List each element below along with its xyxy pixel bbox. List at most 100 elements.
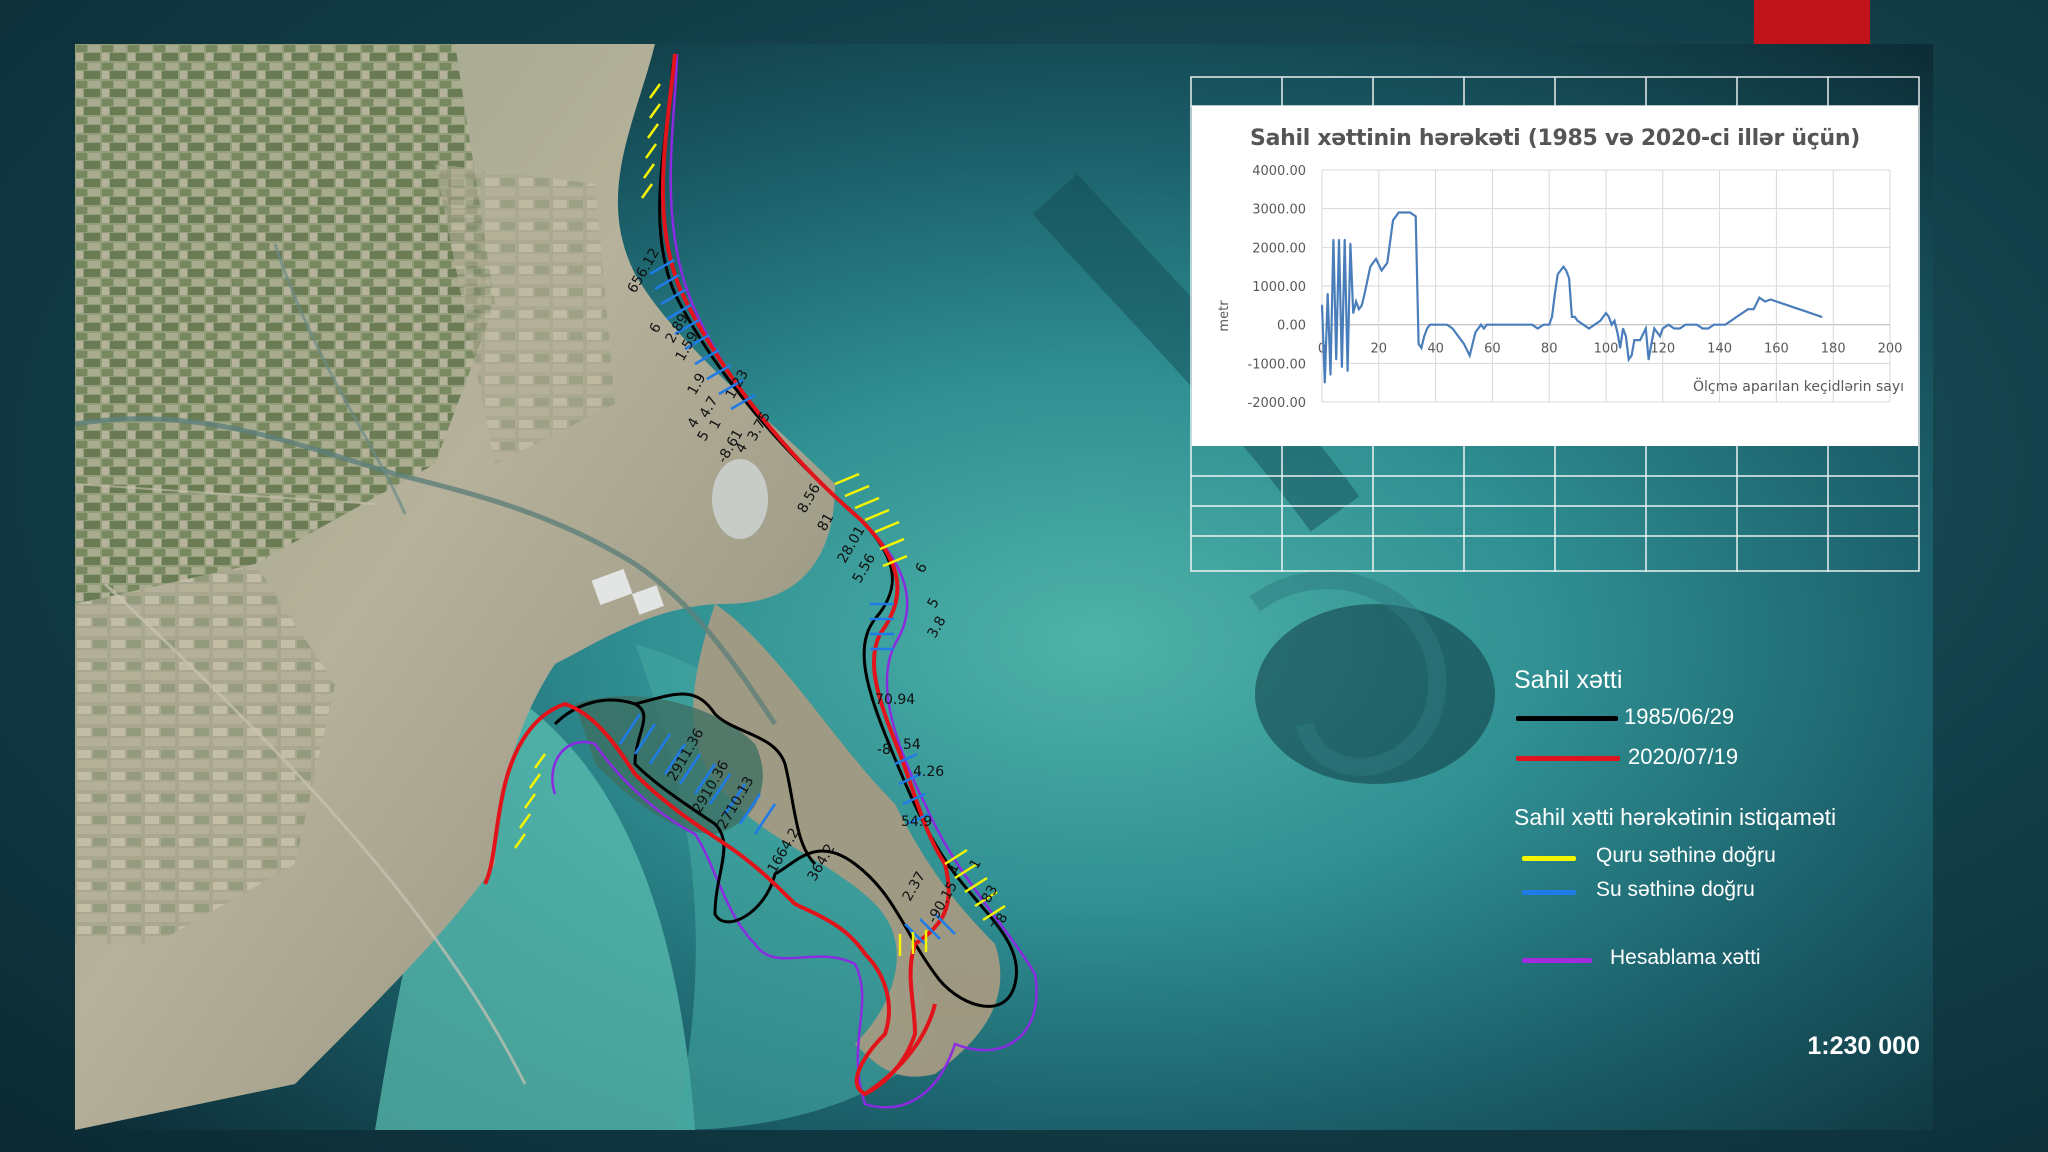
data-point bbox=[1520, 323, 1522, 326]
legend-title-direction: Sahil xətti hərəkətinin istiqaməti bbox=[1514, 804, 1837, 830]
data-point bbox=[1684, 323, 1687, 326]
data-point bbox=[1571, 316, 1573, 318]
x-tick-label: 180 bbox=[1821, 342, 1846, 357]
data-point bbox=[1573, 316, 1576, 318]
data-point bbox=[1525, 323, 1528, 326]
data-point bbox=[1644, 327, 1647, 330]
data-point bbox=[1792, 306, 1795, 309]
y-tick-labels: 4000.00 3000.00 2000.00 1000.00 0.00 -1000.00… bbox=[1248, 164, 1306, 411]
data-point bbox=[1622, 327, 1624, 330]
data-point bbox=[1542, 323, 1545, 326]
shoreline-2020 bbox=[483, 53, 951, 1097]
data-point bbox=[1610, 323, 1613, 326]
map-label: -70.94 bbox=[870, 692, 915, 708]
data-point bbox=[1809, 312, 1812, 314]
map-label: 4.26 bbox=[913, 764, 944, 780]
legend-label-seaward: Su səthinə doğru bbox=[1596, 878, 1755, 901]
data-point bbox=[1358, 308, 1360, 310]
map-label: 78 bbox=[989, 911, 1012, 934]
data-point bbox=[1434, 323, 1437, 326]
map-legend: Sahil xətti 1985/06/29 2020/07/19 Sahil … bbox=[1510, 660, 1930, 980]
data-point bbox=[1608, 316, 1610, 318]
data-point bbox=[1588, 327, 1590, 330]
x-tick-label: 160 bbox=[1764, 342, 1789, 357]
data-point bbox=[1747, 308, 1749, 310]
data-point bbox=[1451, 327, 1454, 330]
x-tick-label: 20 bbox=[1371, 342, 1388, 357]
data-point bbox=[1321, 304, 1323, 307]
data-point bbox=[1758, 296, 1761, 299]
legend-label-landward: Quru səthinə doğru bbox=[1596, 844, 1776, 867]
data-point bbox=[1815, 314, 1817, 316]
map-scale: 1:230 000 bbox=[1807, 1032, 1920, 1060]
data-point bbox=[1804, 310, 1806, 312]
data-point bbox=[1380, 269, 1383, 272]
data-point bbox=[1537, 327, 1539, 330]
data-point bbox=[1713, 323, 1715, 326]
map-label: 54.9 bbox=[901, 814, 932, 830]
data-point bbox=[1786, 304, 1789, 307]
y-tick-label: -2000.00 bbox=[1248, 396, 1306, 411]
data-point bbox=[1341, 366, 1343, 369]
y-tick-label: 3000.00 bbox=[1252, 203, 1306, 218]
data-point bbox=[1375, 258, 1377, 260]
legend-label-2020: 2020/07/19 bbox=[1628, 744, 1739, 769]
data-point bbox=[1326, 292, 1329, 295]
data-point bbox=[1324, 381, 1326, 384]
data-point bbox=[1483, 327, 1485, 330]
data-point bbox=[1414, 215, 1417, 218]
data-point bbox=[1662, 327, 1664, 330]
data-point bbox=[1656, 331, 1658, 334]
data-point bbox=[1565, 269, 1568, 272]
data-point bbox=[1724, 323, 1727, 326]
data-point bbox=[1554, 292, 1556, 295]
data-point bbox=[1531, 323, 1533, 326]
seaward-transects bbox=[618, 258, 956, 945]
data-point bbox=[1332, 238, 1335, 241]
data-point bbox=[1463, 343, 1465, 345]
data-point bbox=[1659, 335, 1661, 338]
data-point bbox=[1429, 323, 1431, 326]
swatch-1985 bbox=[1516, 716, 1618, 721]
data-point bbox=[1329, 374, 1332, 376]
data-point bbox=[1559, 269, 1562, 272]
chart-title: Sahil xəttinin hərəkəti (1985 və 2020-ci… bbox=[1250, 126, 1860, 151]
data-point bbox=[1363, 292, 1366, 295]
data-point bbox=[1457, 335, 1460, 338]
data-point bbox=[1599, 320, 1602, 322]
data-point bbox=[1349, 242, 1352, 245]
data-point bbox=[1764, 300, 1766, 303]
x-tick-label: 200 bbox=[1878, 342, 1903, 357]
data-point bbox=[1551, 316, 1553, 318]
data-point bbox=[1625, 335, 1627, 338]
data-point bbox=[1508, 323, 1511, 326]
red-accent-tab bbox=[1754, 0, 1870, 44]
y-axis-label: metr bbox=[1217, 300, 1232, 332]
y-tick-label: 0.00 bbox=[1277, 319, 1306, 334]
data-point bbox=[1701, 327, 1704, 330]
data-point bbox=[1630, 354, 1633, 357]
data-point bbox=[1593, 323, 1596, 326]
data-point bbox=[1730, 320, 1732, 322]
y-tick-label: 1000.00 bbox=[1252, 280, 1306, 295]
y-tick-label: 2000.00 bbox=[1252, 241, 1306, 256]
data-point bbox=[1485, 323, 1488, 326]
data-point bbox=[1582, 323, 1585, 326]
data-point bbox=[1650, 343, 1653, 345]
x-tick-label: 140 bbox=[1707, 342, 1732, 357]
swatch-calc-line bbox=[1522, 958, 1592, 963]
chart-card: Sahil xəttinin hərəkəti (1985 və 2020-ci… bbox=[1192, 106, 1918, 446]
series-points bbox=[1321, 211, 1823, 384]
x-tick-label: 40 bbox=[1427, 342, 1444, 357]
data-point bbox=[1491, 323, 1494, 326]
data-point bbox=[1426, 327, 1428, 330]
data-point bbox=[1679, 327, 1681, 330]
data-point bbox=[1335, 358, 1337, 361]
data-point bbox=[1392, 219, 1394, 222]
data-point bbox=[1613, 320, 1616, 322]
data-point bbox=[1769, 298, 1772, 301]
chart-panel: Sahil xəttinin hərəkəti (1985 və 2020-ci… bbox=[1190, 76, 1920, 572]
data-point bbox=[1556, 273, 1559, 276]
data-point bbox=[1562, 265, 1565, 268]
